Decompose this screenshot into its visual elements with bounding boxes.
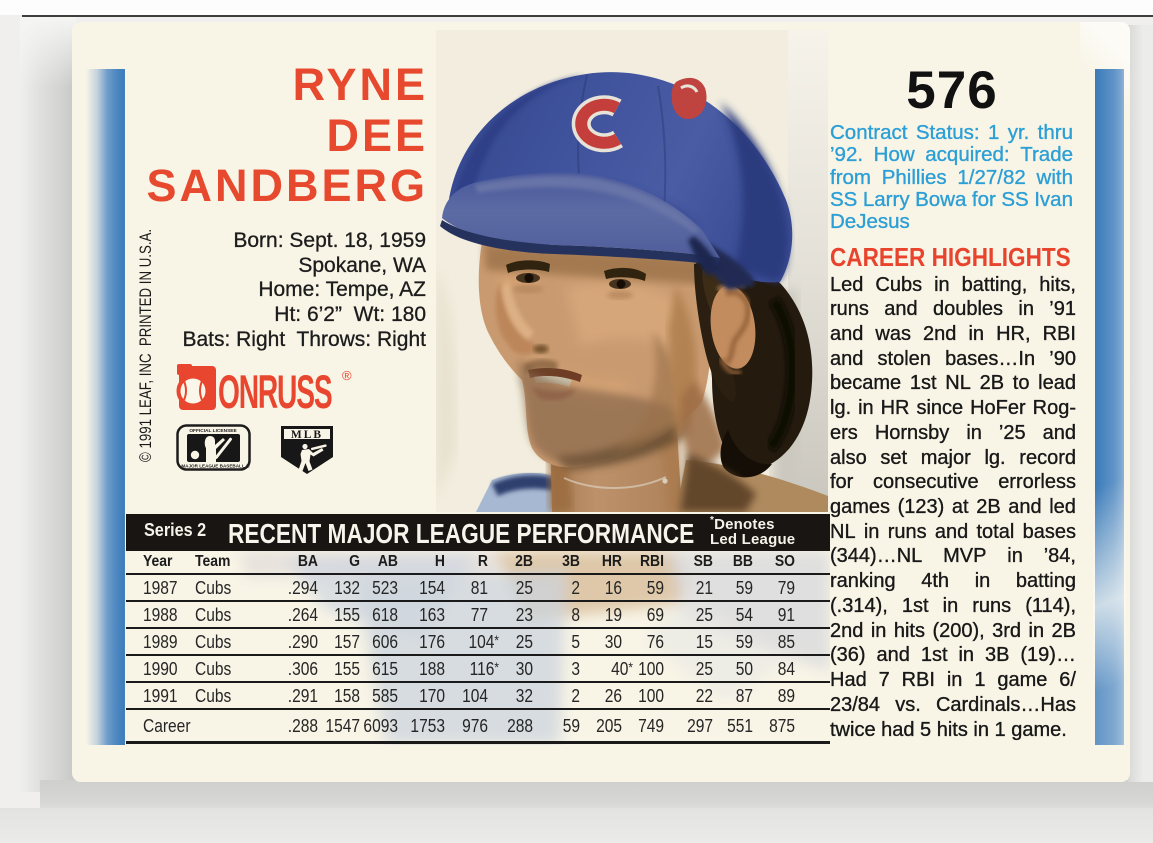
svg-text:MLB: MLB: [291, 429, 323, 441]
svg-text:OFFICIAL LICENSEE: OFFICIAL LICENSEE: [189, 428, 237, 434]
svg-text:®: ®: [342, 368, 352, 383]
svg-text:MAJOR LEAGUE BASEBALL: MAJOR LEAGUE BASEBALL: [181, 464, 244, 469]
svg-text:®: ®: [246, 463, 250, 470]
svg-text:ONRUSS: ONRUSS: [218, 367, 332, 413]
